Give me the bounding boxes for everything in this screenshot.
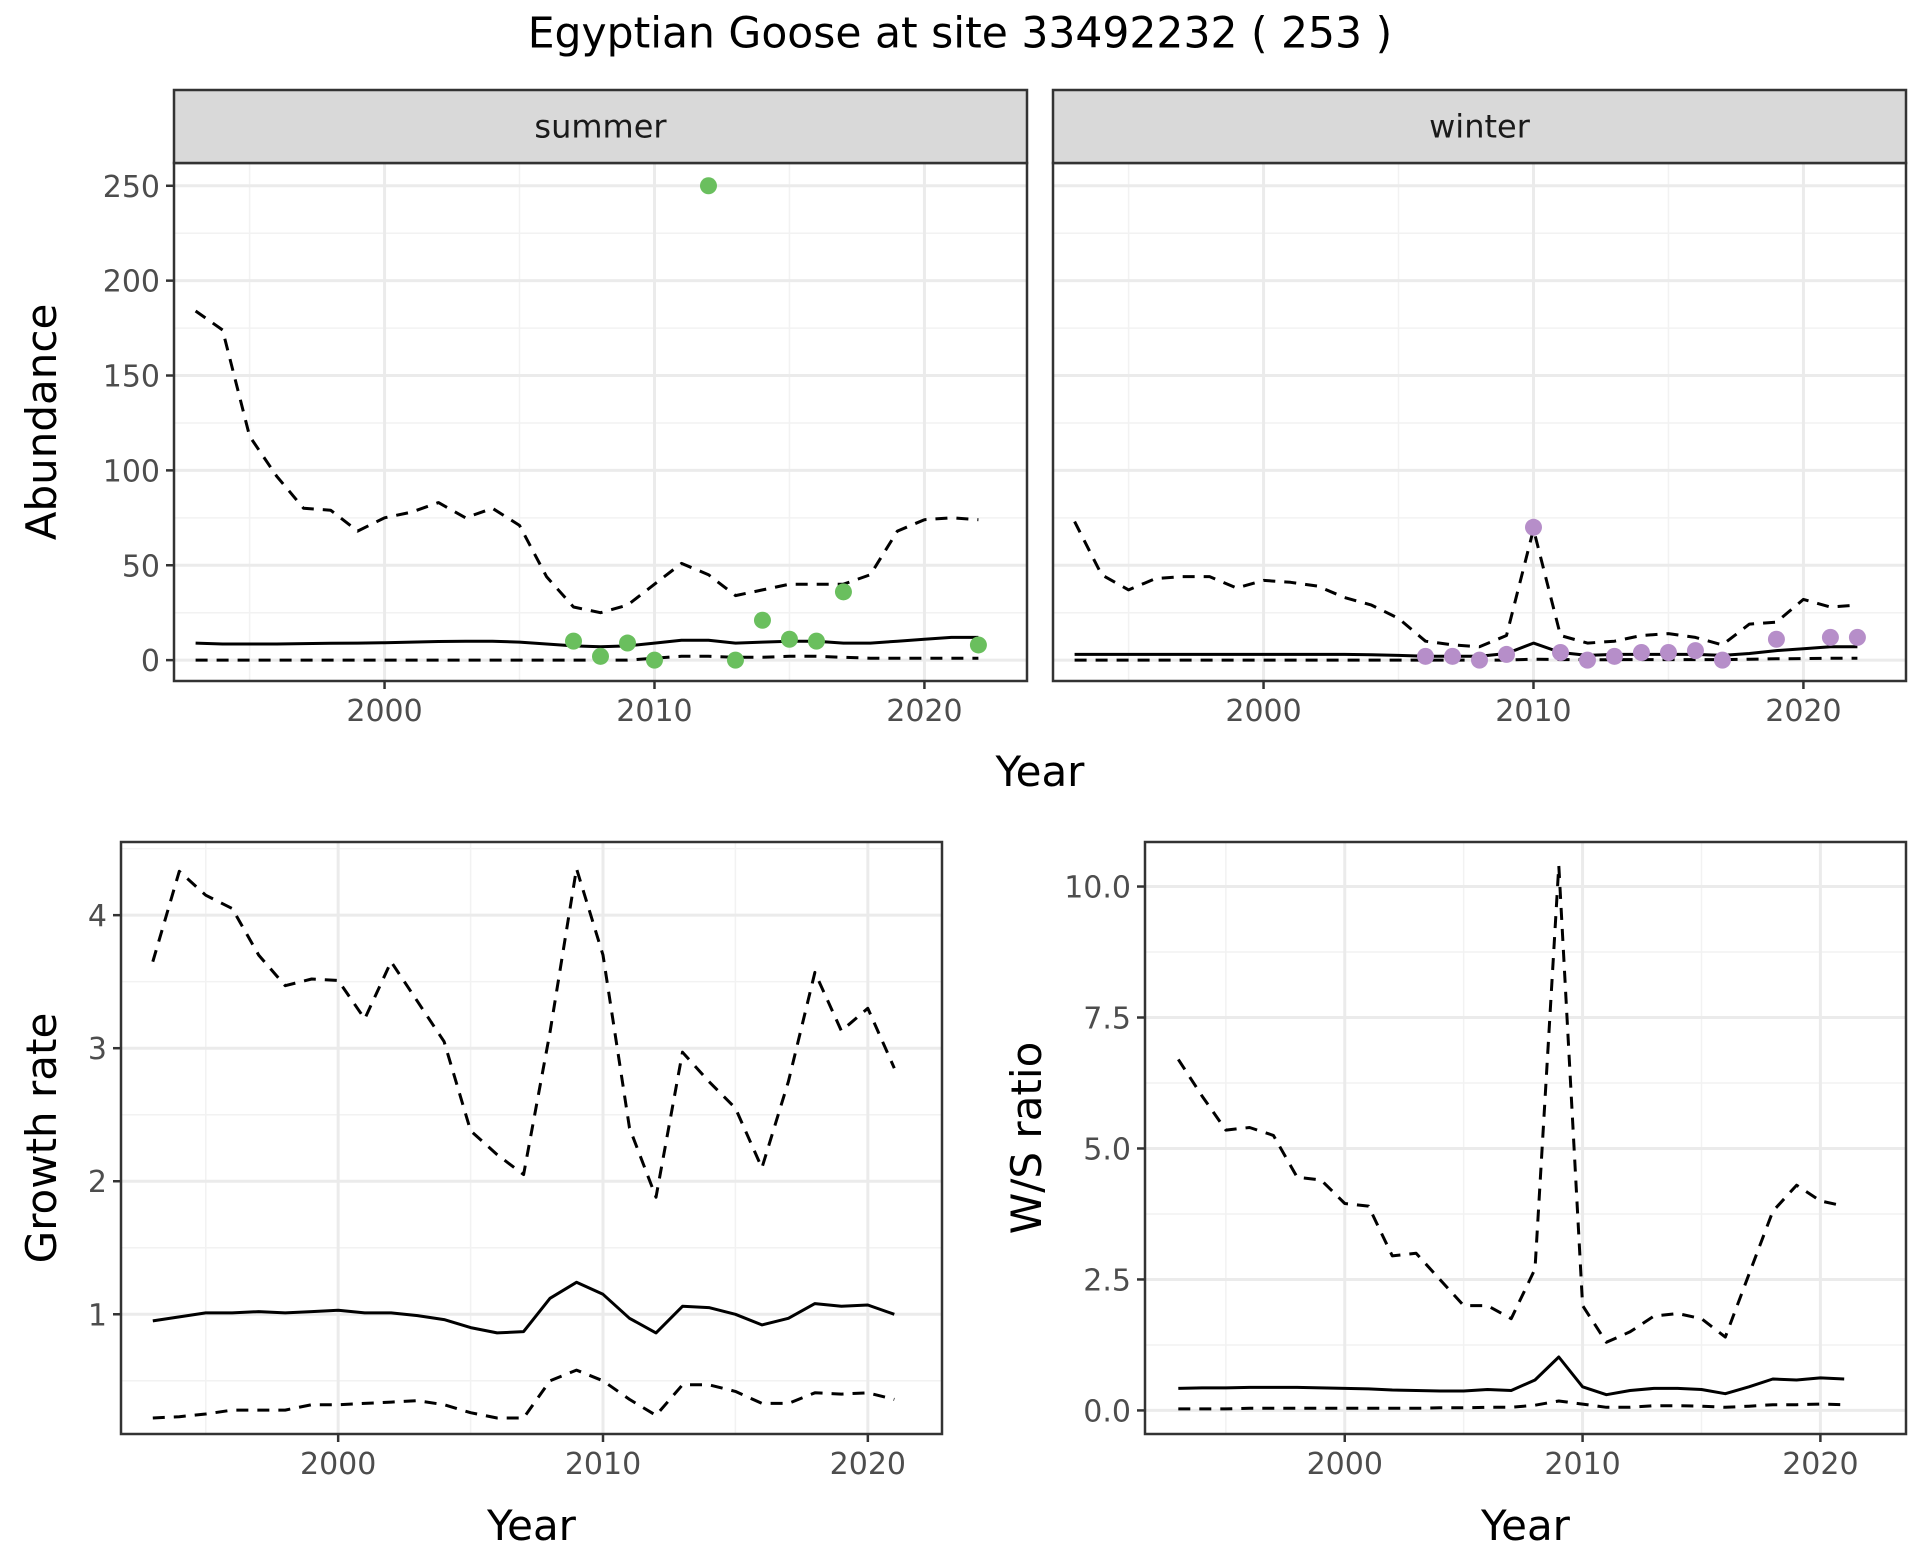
x-tick-label: 2000 — [300, 1447, 376, 1482]
panel-border — [119, 840, 944, 1436]
facet-strip-label: winter — [1429, 108, 1531, 146]
y-tick-label: 3 — [88, 1032, 107, 1067]
x-tick-label: 2000 — [1225, 694, 1301, 729]
observation-point — [834, 583, 852, 601]
y-tick-label: 5.0 — [1083, 1132, 1131, 1167]
estimate-line — [152, 1280, 895, 1335]
y-axis-label: W/S ratio — [1002, 1042, 1051, 1235]
y-axis-label: Growth rate — [17, 1013, 66, 1264]
lower-bound-line — [195, 654, 979, 662]
observation-point — [1713, 651, 1731, 669]
estimate-line — [1178, 1355, 1845, 1397]
panel-background — [174, 163, 1027, 681]
observation-point — [726, 651, 744, 669]
page-title: Egyptian Goose at site 33492232 ( 253 ) — [527, 8, 1393, 58]
observation-point — [969, 636, 987, 654]
observation-point — [780, 630, 798, 648]
observation-point — [807, 632, 825, 650]
x-tick-label: 2000 — [346, 694, 422, 729]
y-tick-label: 50 — [122, 549, 160, 584]
x-tick-label: 2020 — [886, 694, 962, 729]
x-tick-label: 2000 — [1307, 1447, 1383, 1482]
upper-bound-line — [151, 867, 896, 1199]
upper-bound-line — [1177, 864, 1845, 1344]
x-tick-label: 2020 — [830, 1447, 906, 1482]
y-tick-label: 2.5 — [1083, 1263, 1131, 1298]
upper-bound-line — [194, 309, 979, 615]
y-axis-label: Abundance — [17, 304, 66, 541]
x-axis-label: Year — [486, 1501, 577, 1550]
panel-background — [121, 842, 942, 1434]
y-tick-label: 1 — [88, 1298, 107, 1333]
observation-point — [1471, 651, 1488, 669]
y-tick-label: 200 — [103, 265, 160, 300]
facet-strip — [1051, 88, 1908, 165]
observation-point — [1444, 647, 1462, 665]
lower-bound-line — [152, 1368, 895, 1420]
observation-point — [592, 647, 609, 665]
winter-panel: winter 2000 2010 2020 — [1051, 88, 1908, 729]
observation-point — [1659, 644, 1677, 662]
facet-strip — [172, 88, 1029, 165]
facet-strip-label: summer — [534, 108, 667, 146]
growth-rate-panel: 2000 2010 2020 1 2 3 4 Growth rate Year — [17, 840, 944, 1550]
ws-ratio-panel: 2000 2010 2020 0.0 2.5 5.0 7.5 10.0 W/S ratio Yea… — [1002, 840, 1908, 1550]
x-tick-label: 2010 — [1495, 694, 1571, 729]
y-tick-label: 150 — [103, 360, 160, 395]
x-tick-label: 2020 — [1782, 1447, 1858, 1482]
y-tick-label: 7.5 — [1083, 1002, 1131, 1037]
x-tick-label: 2010 — [616, 694, 692, 729]
observation-point — [1578, 651, 1596, 669]
observation-point — [1524, 518, 1542, 536]
observation-point — [1497, 645, 1515, 663]
summer-panel: summer 2000 2010 2020 0 50 100 150 200 250 Abundan… — [17, 88, 1029, 729]
y-tick-label: 4 — [88, 899, 107, 934]
estimate-line — [195, 635, 979, 649]
y-tick-label: 250 — [103, 170, 160, 205]
y-tick-label: 0.0 — [1083, 1394, 1131, 1429]
facet-x-axis-label: Year — [995, 747, 1086, 796]
y-tick-label: 0 — [141, 644, 160, 679]
panel-background — [1053, 163, 1906, 681]
observation-point — [1848, 628, 1866, 646]
y-tick-label: 2 — [88, 1165, 107, 1200]
x-tick-label: 2010 — [1544, 1447, 1620, 1482]
y-tick-label: 10.0 — [1064, 871, 1131, 906]
upper-bound-line — [1073, 520, 1858, 649]
x-tick-label: 2010 — [565, 1447, 641, 1482]
x-tick-label: 2020 — [1765, 694, 1841, 729]
observation-point — [1821, 628, 1839, 646]
y-tick-label: 100 — [103, 454, 160, 489]
panel-border — [1143, 840, 1908, 1436]
observation-point — [1767, 630, 1785, 648]
observation-point — [618, 634, 636, 652]
panel-background — [1145, 842, 1906, 1434]
observation-point — [1417, 647, 1435, 665]
observation-point — [1632, 644, 1650, 662]
observation-point — [753, 611, 771, 629]
observation-point — [1686, 642, 1704, 660]
observation-point — [1551, 644, 1569, 662]
observation-point — [1605, 647, 1623, 665]
observation-point — [645, 651, 663, 669]
x-axis-label: Year — [1480, 1501, 1571, 1550]
observation-point — [699, 177, 717, 195]
lower-bound-line — [1178, 1399, 1845, 1411]
observation-point — [565, 632, 583, 650]
